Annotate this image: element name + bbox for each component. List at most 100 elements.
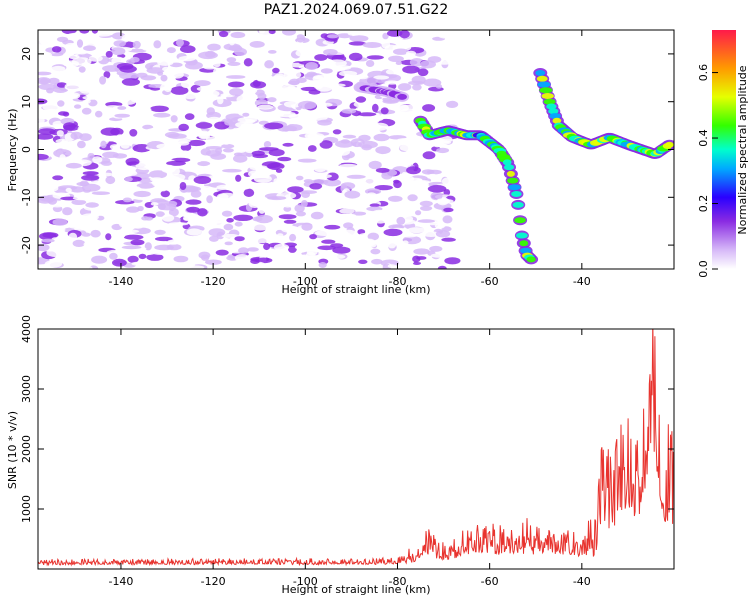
- speckle-blob: [252, 153, 269, 159]
- speckle-blob: [283, 206, 292, 212]
- speckle-blob: [79, 265, 93, 269]
- speckle-blob: [177, 141, 190, 146]
- speckle-blob: [478, 253, 489, 260]
- speckle-blob: [120, 142, 130, 149]
- speckle-blob: [198, 51, 218, 60]
- speckle-blob: [533, 191, 543, 196]
- speckle-blob: [297, 158, 317, 163]
- speckle-blob: [126, 206, 140, 213]
- speckle-blob: [130, 239, 145, 246]
- speckle-blob: [435, 66, 442, 75]
- speckle-blob: [63, 69, 80, 78]
- speckle-blob: [46, 248, 66, 258]
- speckle-blob: [470, 251, 478, 259]
- speckle-blob: [123, 234, 144, 240]
- spectrogram-x-tick-label: -40: [573, 275, 591, 288]
- speckle-blob: [213, 62, 221, 68]
- speckle-blob: [342, 257, 352, 265]
- speckle-blob: [348, 52, 363, 62]
- speckle-blob: [378, 154, 392, 163]
- speckle-blob: [494, 88, 502, 93]
- speckle-blob: [368, 160, 382, 170]
- speckle-blob: [307, 115, 315, 124]
- speckle-blob: [510, 64, 518, 70]
- speckle-blob: [384, 207, 395, 211]
- speckle-blob: [216, 177, 231, 183]
- speckle-blob: [237, 117, 258, 123]
- speckle-blob: [185, 199, 202, 205]
- speckle-blob: [317, 119, 332, 126]
- speckle-blob: [154, 229, 166, 235]
- speckle-blob: [290, 34, 298, 40]
- speckle-blob: [132, 40, 141, 49]
- speckle-blob: [250, 81, 267, 89]
- spectrogram-x-tick-label: -120: [201, 275, 226, 288]
- speckle-blob: [206, 195, 213, 204]
- speckle-blob: [228, 164, 244, 169]
- speckle-blob: [282, 202, 293, 208]
- trace-core: [503, 164, 515, 171]
- speckle-blob: [360, 116, 380, 125]
- speckle-blob: [38, 38, 55, 47]
- speckle-blob: [222, 148, 234, 153]
- speckle-blob: [224, 241, 233, 246]
- speckle-blob: [382, 32, 389, 40]
- speckle-blob: [126, 216, 140, 224]
- speckle-blob: [52, 218, 68, 226]
- speckle-blob: [371, 258, 383, 265]
- speckle-blob: [77, 124, 91, 134]
- speckle-blob: [475, 33, 486, 38]
- trace-core: [512, 201, 524, 208]
- speckle-blob: [195, 154, 203, 163]
- speckle-blob: [221, 144, 235, 149]
- speckle-blob: [111, 93, 123, 102]
- speckle-blob: [358, 140, 378, 149]
- speckle-blob: [253, 237, 269, 244]
- speckle-blob: [441, 177, 453, 186]
- speckle-blob: [291, 168, 309, 175]
- speckle-blob: [156, 143, 171, 150]
- speckle-blob: [230, 31, 246, 39]
- speckle-blob: [170, 70, 184, 79]
- speckle-blob: [168, 222, 189, 226]
- speckle-blob: [257, 104, 274, 110]
- speckle-blob: [234, 236, 245, 242]
- speckle-blob: [347, 31, 361, 36]
- speckle-blob: [190, 190, 202, 198]
- speckle-blob: [357, 112, 377, 117]
- speckle-blob: [218, 30, 229, 38]
- spectrogram-x-tick-label: -100: [293, 275, 318, 288]
- speckle-blob: [388, 55, 404, 62]
- speckle-blob: [374, 185, 393, 191]
- speckle-blob: [178, 123, 189, 131]
- speckle-blob: [75, 79, 90, 88]
- speckle-blob: [282, 142, 294, 147]
- speckle-blob: [242, 112, 250, 117]
- speckle-blob: [121, 229, 140, 234]
- speckle-blob: [170, 86, 189, 95]
- speckle-blob: [323, 178, 341, 187]
- spectrogram-y-tick-label: 10: [20, 95, 33, 109]
- speckle-blob: [137, 205, 144, 212]
- speckle-blob: [406, 166, 421, 175]
- speckle-blob: [399, 175, 415, 183]
- speckle-blob: [188, 38, 202, 45]
- speckle-blob: [160, 74, 168, 82]
- speckle-blob: [65, 162, 82, 169]
- speckle-blob: [71, 57, 92, 66]
- speckle-blob: [372, 103, 379, 113]
- speckle-blob: [50, 226, 62, 231]
- speckle-blob: [505, 127, 511, 131]
- speckle-blob: [132, 33, 140, 40]
- speckle-blob: [253, 174, 272, 184]
- speckle-blob: [318, 251, 327, 259]
- speckle-blob: [103, 71, 111, 79]
- speckle-blob: [256, 114, 273, 119]
- speckle-blob: [310, 218, 318, 225]
- speckle-blob: [561, 169, 576, 176]
- speckle-blob: [238, 247, 249, 254]
- speckle-blob: [63, 122, 76, 131]
- snr-series-line: [38, 329, 674, 567]
- speckle-blob: [51, 65, 66, 72]
- speckle-blob: [109, 82, 124, 88]
